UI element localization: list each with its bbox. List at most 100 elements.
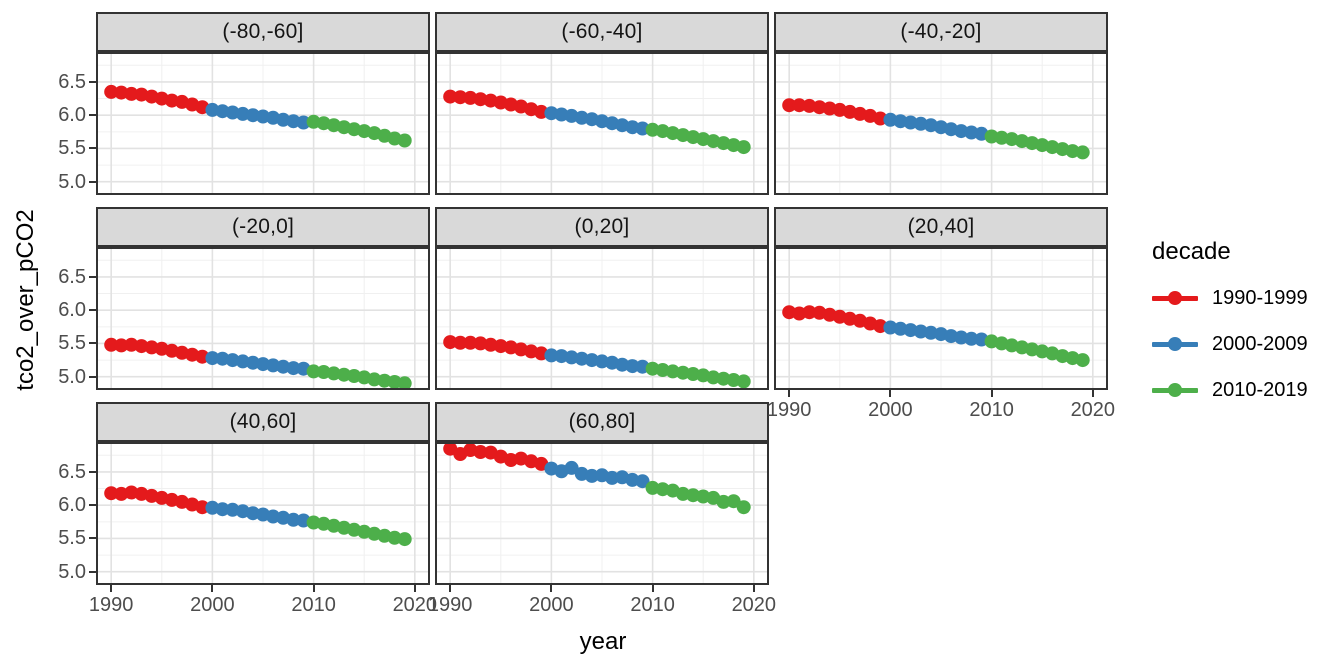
data-point xyxy=(792,98,807,113)
plot-area xyxy=(435,247,769,390)
plot-area xyxy=(435,52,769,195)
facet-strip: (-60,-40] xyxy=(435,12,769,52)
x-tick-label: 1990 xyxy=(88,594,134,616)
y-tick-mark xyxy=(89,180,96,183)
facet-label: (40,60] xyxy=(229,410,297,433)
data-point xyxy=(1075,145,1090,160)
data-point xyxy=(802,305,817,320)
data-point xyxy=(205,351,220,366)
data-point xyxy=(104,337,119,352)
data-point xyxy=(286,361,301,376)
y-tick-label: 5.5 xyxy=(58,332,86,355)
facet-panel: (20,40] xyxy=(774,207,1108,390)
y-tick-mark xyxy=(89,275,96,278)
plot-area xyxy=(435,442,769,585)
data-point xyxy=(276,359,291,374)
y-tick-mark xyxy=(89,470,96,473)
facet-label: (-80,-60] xyxy=(222,20,304,43)
legend-entry-label: 2000-2009 xyxy=(1212,332,1308,355)
data-point xyxy=(124,86,139,101)
y-tick-label: 5.0 xyxy=(58,170,86,193)
x-tick-mark xyxy=(1091,390,1094,397)
data-point xyxy=(225,502,240,517)
facet-strip: (60,80] xyxy=(435,402,769,442)
data-point xyxy=(954,330,969,345)
x-tick-label: 2020 xyxy=(731,594,777,616)
x-tick-mark xyxy=(889,390,892,397)
x-tick-label: 2020 xyxy=(1070,399,1116,421)
x-tick-label: 1990 xyxy=(766,399,812,421)
panel-border xyxy=(774,247,1108,390)
data-point xyxy=(296,115,311,130)
plot-area xyxy=(774,52,1108,195)
legend: decade 1990-1999 2000-2009 2010-2019 xyxy=(1152,238,1342,424)
data-point xyxy=(134,339,149,354)
data-point xyxy=(195,500,210,515)
data-point xyxy=(954,124,969,139)
data-point xyxy=(564,350,579,365)
data-point xyxy=(453,90,468,105)
data-point xyxy=(225,353,240,368)
facet-strip: (20,40] xyxy=(774,207,1108,247)
data-point xyxy=(706,370,721,385)
data-point xyxy=(225,105,240,120)
data-point xyxy=(903,115,918,130)
facet-strip: (40,60] xyxy=(96,402,430,442)
x-tick-mark xyxy=(990,390,993,397)
x-tick-label: 2000 xyxy=(190,594,235,616)
y-tick-label: 6.5 xyxy=(58,460,86,483)
x-tick-mark xyxy=(752,585,755,592)
legend-entry-label: 2010-2019 xyxy=(1212,378,1308,401)
data-point xyxy=(326,366,341,381)
data-point xyxy=(615,357,630,372)
x-tick-mark xyxy=(211,585,214,592)
data-point xyxy=(726,494,741,509)
data-point xyxy=(564,460,579,475)
facet-label: (-20,0] xyxy=(231,215,295,238)
y-tick-label: 6.5 xyxy=(58,70,86,93)
y-tick-mark xyxy=(89,375,96,378)
data-point xyxy=(443,335,458,350)
y-tick-mark xyxy=(89,147,96,150)
y-tick-mark xyxy=(89,537,96,540)
facet-panel: (-20,0] xyxy=(96,207,430,390)
y-tick-label: 5.0 xyxy=(58,560,86,583)
panel-border xyxy=(435,52,769,195)
facet-strip: (0,20] xyxy=(435,207,769,247)
facet-strip: (-40,-20] xyxy=(774,12,1108,52)
data-point xyxy=(964,331,979,346)
panel-border xyxy=(96,247,430,390)
facet-label: (20,40] xyxy=(907,215,975,238)
y-tick-label: 5.5 xyxy=(58,527,86,550)
x-tick-label: 2000 xyxy=(868,399,913,421)
x-tick-mark xyxy=(449,585,452,592)
legend-entry-2000-2009: 2000-2009 xyxy=(1152,332,1342,356)
y-tick-label: 6.0 xyxy=(58,104,86,127)
y-tick-mark xyxy=(89,504,96,507)
legend-entry-label: 1990-1999 xyxy=(1212,286,1308,309)
data-point xyxy=(453,335,468,350)
x-tick-mark xyxy=(110,585,113,592)
data-point xyxy=(812,100,827,115)
y-tick-label: 5.0 xyxy=(58,365,86,388)
plot-area xyxy=(96,52,430,195)
x-tick-mark xyxy=(651,585,654,592)
data-point xyxy=(276,112,291,127)
x-tick-mark xyxy=(413,585,416,592)
facet-strip: (-20,0] xyxy=(96,207,430,247)
data-point xyxy=(635,474,650,489)
panel-border xyxy=(435,442,769,585)
facet-panel: (0,20] xyxy=(435,207,769,390)
y-tick-label: 5.5 xyxy=(58,137,86,160)
x-tick-mark xyxy=(312,585,315,592)
x-tick-label: 2010 xyxy=(630,594,675,616)
data-point xyxy=(605,470,620,485)
panel-border xyxy=(435,247,769,390)
facet-panel: (-40,-20] xyxy=(774,12,1108,195)
data-point xyxy=(397,133,412,148)
legend-entry-1990-1999: 1990-1999 xyxy=(1152,286,1342,310)
plot-area xyxy=(96,442,430,585)
y-tick-label: 6.5 xyxy=(58,265,86,288)
facet-panel: (60,80] xyxy=(435,402,769,585)
data-point xyxy=(473,336,488,351)
